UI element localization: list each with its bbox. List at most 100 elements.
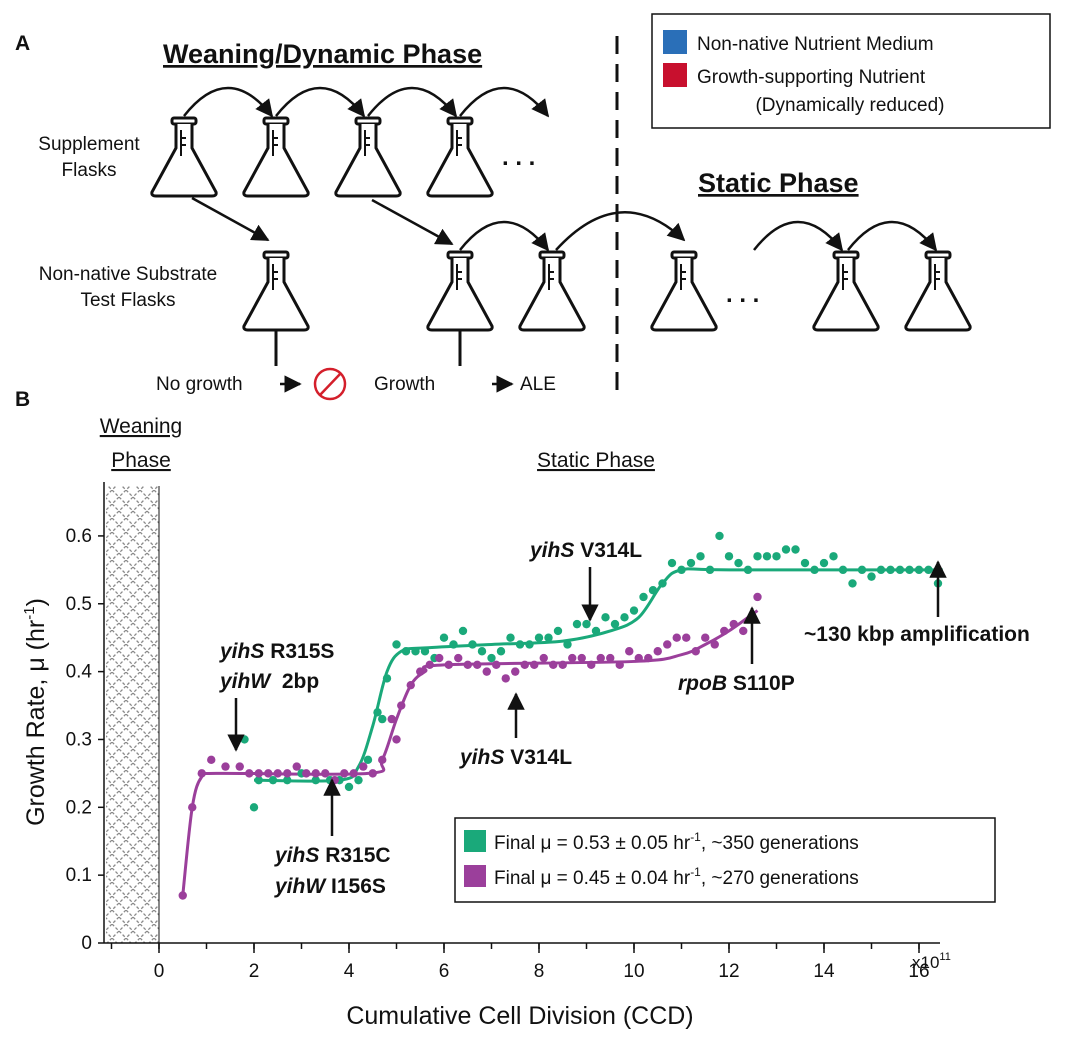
gene-yihS-2: yihS xyxy=(274,844,319,867)
data-point xyxy=(378,714,387,724)
data-point xyxy=(363,755,373,765)
data-point xyxy=(629,606,639,615)
panel-b-label: B xyxy=(15,388,30,411)
legend-green-post: , ~350 generations xyxy=(701,833,859,854)
no-growth-label: No growth xyxy=(156,374,243,395)
data-point xyxy=(340,769,349,778)
data-point xyxy=(420,647,430,656)
static-continuation-dots: . . . xyxy=(726,281,759,308)
legend-purple-sup: -1 xyxy=(690,865,701,879)
data-point xyxy=(468,640,477,649)
mut-R315C: R315C xyxy=(319,844,390,867)
data-point xyxy=(473,660,482,670)
y-tick-label: 0.1 xyxy=(66,865,92,886)
x-tick-label: 4 xyxy=(344,961,355,982)
data-point xyxy=(487,653,496,663)
gene-yihS-3: yihS xyxy=(459,746,504,769)
annotation-yihS-V314L-lower: yihS V314L xyxy=(459,692,572,769)
data-point xyxy=(254,769,263,778)
data-point xyxy=(886,565,895,575)
legend-nutrient-note: (Dynamically reduced) xyxy=(755,95,944,116)
data-point xyxy=(359,762,368,771)
data-point xyxy=(482,667,491,676)
data-point xyxy=(373,708,382,717)
panel-a: A Weaning/Dynamic Phase Static Phase Sup… xyxy=(15,13,1051,401)
data-point xyxy=(245,769,254,778)
gene-rpoB: rpoB xyxy=(678,672,727,695)
data-point xyxy=(416,667,425,676)
prohibited-icon xyxy=(313,367,347,401)
data-point xyxy=(691,647,700,656)
data-point xyxy=(739,626,748,636)
supplement-flask-3 xyxy=(334,116,402,198)
data-point xyxy=(724,552,734,561)
test-flask-3 xyxy=(518,250,586,332)
mut-I156S: I156S xyxy=(325,875,386,898)
data-point xyxy=(292,762,301,771)
x-multiplier: x1011 xyxy=(912,951,951,972)
annotation-rpoB-S110P: rpoB S110P xyxy=(678,606,795,695)
test-label-1: Non-native Substrate xyxy=(39,264,218,285)
data-point xyxy=(283,769,292,778)
data-point xyxy=(591,626,601,636)
mut-2bp: 2bp xyxy=(270,670,319,693)
data-point xyxy=(829,552,838,561)
data-point xyxy=(644,653,653,663)
supplement-flask-4 xyxy=(426,116,494,198)
data-point xyxy=(511,667,520,676)
legend-purple-pre: Final μ = 0.45 ± 0.04 hr xyxy=(494,868,691,889)
x-tick-label: 6 xyxy=(439,961,450,982)
data-point xyxy=(392,735,401,744)
data-point xyxy=(249,803,259,812)
weaning-header-2: Phase xyxy=(111,449,171,472)
transfer-arrow-2 xyxy=(275,86,366,118)
data-point xyxy=(682,633,691,642)
data-point xyxy=(197,769,206,778)
data-point xyxy=(240,735,249,744)
data-point xyxy=(553,626,563,636)
x-tick-label: 16 xyxy=(908,961,929,982)
test-flask-4 xyxy=(650,250,718,332)
data-point xyxy=(406,680,415,690)
data-point xyxy=(615,660,624,670)
data-point xyxy=(658,579,667,588)
data-point xyxy=(539,653,548,663)
svg-text:Growth Rate, μ (hr-1): Growth Rate, μ (hr-1) xyxy=(21,598,50,826)
test-transfer-arrow-2 xyxy=(555,211,686,251)
mut-V314L-2: V314L xyxy=(574,539,642,562)
test-flask-5 xyxy=(812,250,880,332)
data-point xyxy=(838,565,848,575)
mut-S110P: S110P xyxy=(727,672,795,695)
data-point xyxy=(411,647,420,656)
y-tick-label: 0 xyxy=(81,933,92,954)
legend-green-sup: -1 xyxy=(690,830,701,844)
data-point xyxy=(221,762,230,771)
data-point xyxy=(672,633,681,642)
test-transfer-arrow-3 xyxy=(753,220,844,252)
svg-text:yihS R315S: yihS R315S xyxy=(219,640,334,663)
supplement-flask-2 xyxy=(242,116,310,198)
data-point xyxy=(810,565,819,575)
data-point xyxy=(663,640,672,649)
y-tick-label: 0.4 xyxy=(66,662,93,683)
data-point xyxy=(677,565,686,575)
data-point xyxy=(273,769,282,778)
data-point xyxy=(463,660,472,670)
x-tick-label: 0 xyxy=(154,961,165,982)
data-point xyxy=(311,775,320,785)
nutrient-swatch xyxy=(663,63,687,87)
data-point xyxy=(563,640,572,649)
data-point xyxy=(349,769,358,778)
data-point xyxy=(577,653,586,663)
data-point xyxy=(178,891,187,900)
y-tick-label: 0.2 xyxy=(66,797,92,818)
y-axis-label-end: ) xyxy=(22,598,50,606)
data-point xyxy=(753,592,762,602)
data-point xyxy=(587,660,596,670)
panel-b-legend: Final μ = 0.53 ± 0.05 hr-1, ~350 generat… xyxy=(454,817,996,903)
data-point xyxy=(435,653,444,663)
data-point xyxy=(601,613,610,622)
amplification-text: ~130 kbp amplification xyxy=(804,623,1030,646)
transfer-arrow-4 xyxy=(459,86,550,118)
gene-yihS-4: yihS xyxy=(529,539,574,562)
